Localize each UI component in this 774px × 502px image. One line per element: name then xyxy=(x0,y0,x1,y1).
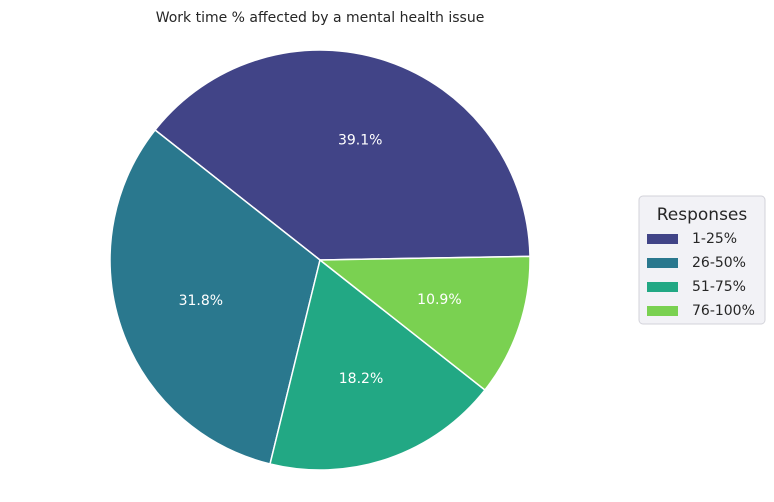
slice-label-1: 39.1% xyxy=(338,133,382,149)
legend-swatch-2 xyxy=(647,258,678,268)
pie-slice-2 xyxy=(109,129,321,465)
legend-swatch-4 xyxy=(647,306,678,316)
legend-swatch-1 xyxy=(647,234,678,244)
legend-label-1: 1-25% xyxy=(692,231,737,247)
legend-label-3: 51-75% xyxy=(692,279,746,295)
slice-label-3: 18.2% xyxy=(339,371,383,387)
legend-swatch-3 xyxy=(647,282,678,292)
pie-slice-1 xyxy=(154,49,531,261)
pie-slice-4 xyxy=(319,255,531,391)
legend: Responses 1-25% 26-50% 51-75% 76-100% xyxy=(638,195,766,325)
chart-title: Work time % affected by a mental health … xyxy=(156,10,485,26)
legend-title: Responses xyxy=(657,205,748,225)
pie-slice-labels: 39.1% 31.8% 18.2% 10.9% xyxy=(179,133,462,388)
slice-label-4: 10.9% xyxy=(417,292,461,308)
pie-slices xyxy=(109,49,531,471)
pie-slice-3 xyxy=(269,259,486,471)
legend-label-4: 76-100% xyxy=(692,303,755,319)
legend-items: 1-25% 26-50% 51-75% 76-100% xyxy=(647,231,755,319)
slice-label-2: 31.8% xyxy=(179,293,223,309)
legend-label-2: 26-50% xyxy=(692,255,746,271)
